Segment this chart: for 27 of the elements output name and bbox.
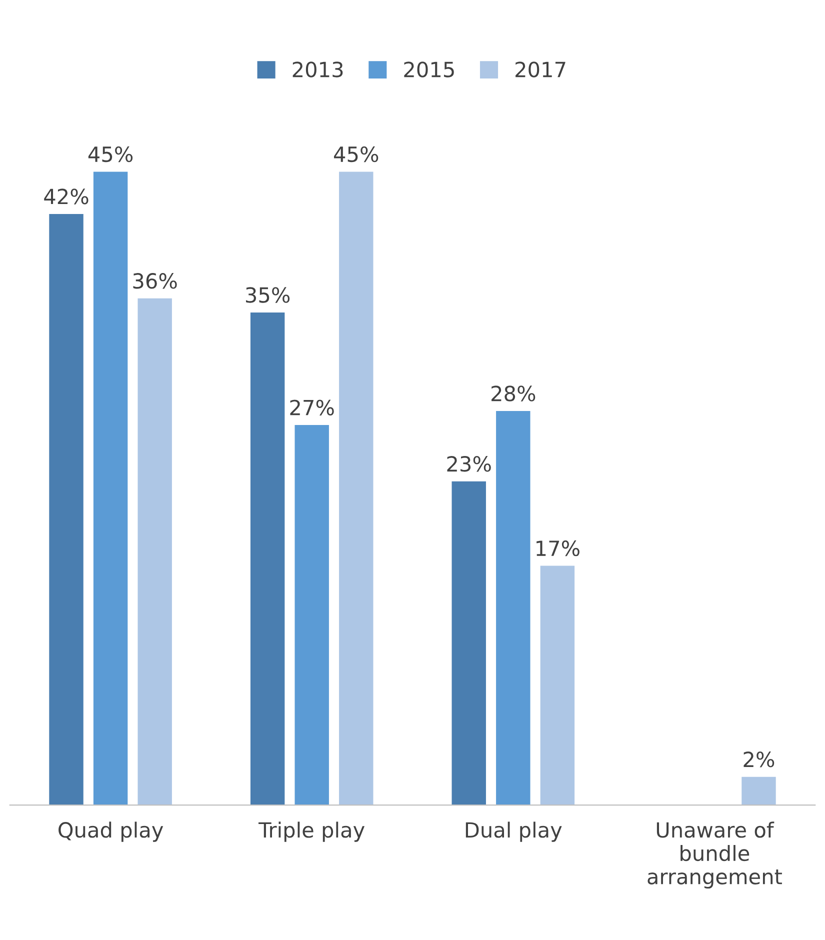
legend-label: 2015 (404, 62, 454, 78)
data-label: 27% (290, 400, 334, 416)
x-tick-label: Unaware of bundle arrangement (648, 822, 782, 889)
bar (250, 312, 285, 806)
bar (452, 481, 486, 806)
data-label: 36% (133, 273, 177, 289)
bar (93, 172, 128, 806)
data-label: 23% (447, 456, 491, 472)
legend-label: 2017 (516, 62, 566, 78)
bar (138, 298, 172, 806)
x-tick-label: Triple play (258, 822, 365, 842)
bar (49, 214, 84, 806)
legend-label: 2013 (292, 62, 343, 78)
bar (742, 776, 776, 806)
data-label: 35% (246, 287, 290, 303)
x-tick-label: Quad play (58, 822, 164, 842)
data-label: 17% (536, 540, 580, 556)
data-label: 45% (334, 146, 378, 162)
x-tick-label: Dual play (466, 822, 562, 842)
bar (339, 172, 374, 806)
bar (540, 566, 575, 806)
data-label: 28% (492, 386, 536, 402)
bar (496, 410, 530, 806)
bar (294, 425, 329, 806)
data-label: 42% (44, 188, 88, 204)
data-label: 45% (88, 146, 133, 162)
data-label: 2% (744, 752, 774, 768)
